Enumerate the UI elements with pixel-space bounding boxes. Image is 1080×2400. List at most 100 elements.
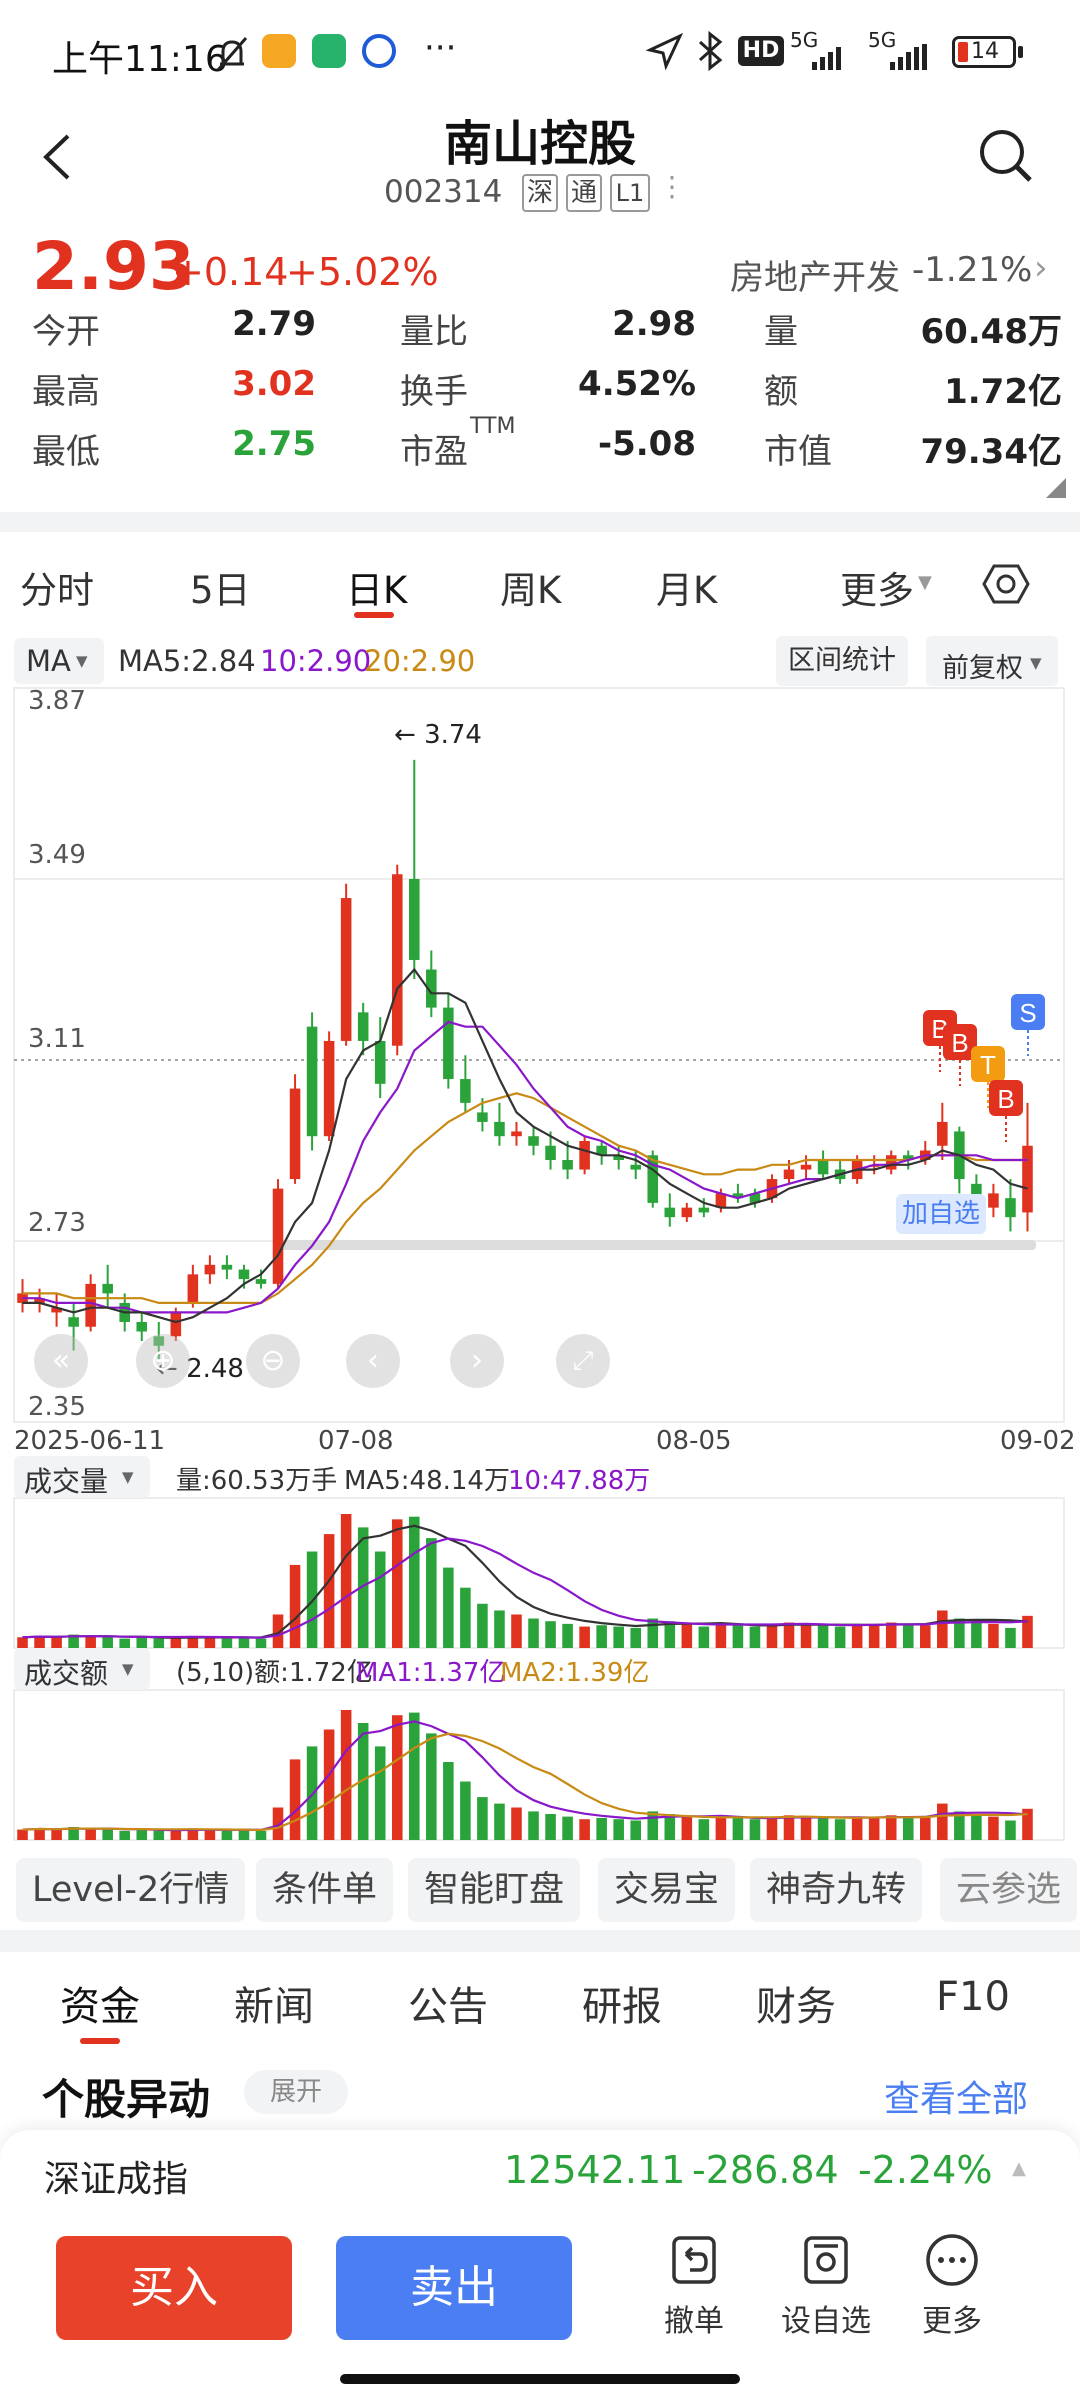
back-icon[interactable] — [38, 132, 78, 182]
settings-icon[interactable] — [982, 560, 1030, 608]
expand-corner-icon[interactable] — [1046, 478, 1066, 498]
sell-button[interactable]: 卖出 — [336, 2236, 572, 2340]
signal-icon-2 — [890, 44, 927, 70]
volume-bar — [460, 1587, 471, 1648]
amount-bar — [136, 1829, 148, 1840]
tab-5day[interactable]: 5日 — [190, 569, 251, 612]
volume-bar — [1022, 1615, 1033, 1648]
amount-panel-frame — [13, 1689, 1065, 1841]
tab-financials[interactable]: 财务 — [756, 1984, 836, 2030]
tab-funds[interactable]: 资金 — [60, 1984, 140, 2030]
signal-icon-1 — [812, 47, 841, 70]
tab-announcements[interactable]: 公告 — [408, 1984, 488, 2030]
tool-level2[interactable]: Level-2行情 — [16, 1858, 246, 1922]
candle-body — [443, 1007, 454, 1080]
amount-bar — [613, 1819, 624, 1840]
tab-weekly-k[interactable]: 周K — [500, 569, 562, 612]
candle-body — [1005, 1198, 1016, 1218]
quote-panel: 2.93 +0.14 +5.02% 房地产开发 -1.21% › 今开 2.79 量… — [0, 224, 1080, 514]
amount-bar — [340, 1710, 352, 1840]
volume-bar — [766, 1625, 778, 1648]
watchlist-icon — [804, 2236, 848, 2284]
sector-link[interactable]: 房地产开发 -1.21% › — [730, 248, 1060, 298]
volume-bar — [272, 1614, 284, 1648]
more-action[interactable]: 更多 — [912, 2232, 992, 2340]
tab-more[interactable]: 更多 — [840, 569, 914, 612]
range-stats-button[interactable]: 区间统计 — [776, 636, 908, 686]
tab-news[interactable]: 新闻 — [234, 1984, 314, 2030]
tab-research[interactable]: 研报 — [582, 1984, 662, 2030]
bank-app-icon — [362, 34, 396, 68]
indicator-selector[interactable]: MA ▼ — [14, 638, 104, 684]
candle-body — [647, 1155, 659, 1203]
candle-body — [579, 1140, 590, 1170]
candle-body — [102, 1283, 113, 1294]
candle-body — [34, 1298, 45, 1303]
y-tick: 3.87 — [28, 686, 86, 716]
amount-bar — [817, 1816, 829, 1840]
zoom-in-icon[interactable]: ⊕ — [136, 1334, 190, 1388]
stat-label: 市值 — [764, 432, 832, 472]
last-price: 2.93 — [32, 228, 195, 305]
set-watchlist-action[interactable]: 设自选 — [776, 2232, 876, 2340]
volume-bar — [323, 1534, 335, 1648]
expand-button[interactable]: 展开 — [244, 2070, 348, 2114]
volume-bar — [749, 1626, 761, 1648]
amount-bar — [971, 1814, 982, 1840]
cancel-order-action[interactable]: 撤单 — [654, 2232, 734, 2340]
home-indicator[interactable] — [340, 2374, 740, 2384]
tool-magic-nine[interactable]: 神奇九转 — [750, 1858, 923, 1922]
fullscreen-icon[interactable]: ⤢ — [556, 1334, 610, 1388]
volume-bar — [374, 1551, 386, 1648]
scroll-start-icon[interactable]: « — [34, 1334, 88, 1388]
view-all-link[interactable]: 查看全部 — [884, 2079, 1029, 2120]
active-info-tab-indicator — [80, 2038, 120, 2044]
period-tabs: 分时 5日 日K 周K 月K 更多 ▼ — [0, 540, 1080, 630]
add-watchlist-tag[interactable]: 加自选 — [896, 1194, 986, 1234]
candle-body — [800, 1164, 812, 1170]
trade-marker-label: B — [997, 1084, 1014, 1114]
tool-cloud-select[interactable]: 云参选 — [940, 1858, 1078, 1922]
index-ticker[interactable]: 深证成指 12542.11 -286.84 -2.24% ▲ — [0, 2130, 1080, 2220]
tool-smart-watch[interactable]: 智能盯盘 — [408, 1858, 581, 1922]
buy-button[interactable]: 买入 — [56, 2236, 292, 2340]
amount-bar — [289, 1759, 301, 1840]
tool-conditional-order[interactable]: 条件单 — [256, 1858, 394, 1922]
stock-code: 002314 — [384, 174, 503, 210]
volume-bar — [920, 1625, 931, 1648]
volume-bar — [409, 1516, 420, 1648]
stat-label: 最高 — [32, 372, 100, 412]
volume-bar — [255, 1638, 267, 1648]
tab-f10[interactable]: F10 — [936, 1974, 1010, 2020]
amount-selector[interactable]: 成交额 ▼ — [14, 1648, 150, 1690]
undo-icon — [672, 2236, 716, 2284]
chevron-right-icon: › — [1034, 248, 1048, 288]
tag-connect: 通 — [566, 174, 602, 212]
candle-body — [391, 874, 403, 1046]
tab-daily-k[interactable]: 日K — [346, 569, 408, 612]
search-icon[interactable] — [976, 126, 1036, 186]
trade-marker-label: S — [1019, 998, 1036, 1028]
sector-change: -1.21% — [912, 250, 1033, 290]
candle-body — [698, 1207, 710, 1213]
candle-body — [340, 898, 352, 1041]
candle-body — [902, 1155, 914, 1161]
index-value: 12542.11 — [504, 2148, 686, 2192]
scroll-left-icon[interactable]: ‹ — [346, 1334, 400, 1388]
tab-monthly-k[interactable]: 月K — [656, 569, 718, 612]
zoom-out-icon[interactable]: ⊖ — [246, 1334, 300, 1388]
active-tab-indicator — [354, 612, 394, 618]
amount-bar — [221, 1830, 233, 1840]
volume-selector[interactable]: 成交量 ▼ — [14, 1456, 150, 1498]
tag-more-icon[interactable]: ⋮ — [658, 170, 686, 203]
tab-intraday[interactable]: 分时 — [20, 569, 94, 612]
trade-marker-label: T — [980, 1050, 996, 1080]
amount-bar — [954, 1811, 965, 1840]
collapse-icon[interactable]: ▲ — [1012, 2158, 1026, 2179]
ma20-line — [22, 1092, 1028, 1304]
tool-trade-treasure[interactable]: 交易宝 — [598, 1858, 736, 1922]
index-name: 深证成指 — [44, 2159, 189, 2200]
adjust-selector[interactable]: 前复权 ▼ — [926, 636, 1058, 686]
scroll-right-icon[interactable]: › — [450, 1334, 504, 1388]
